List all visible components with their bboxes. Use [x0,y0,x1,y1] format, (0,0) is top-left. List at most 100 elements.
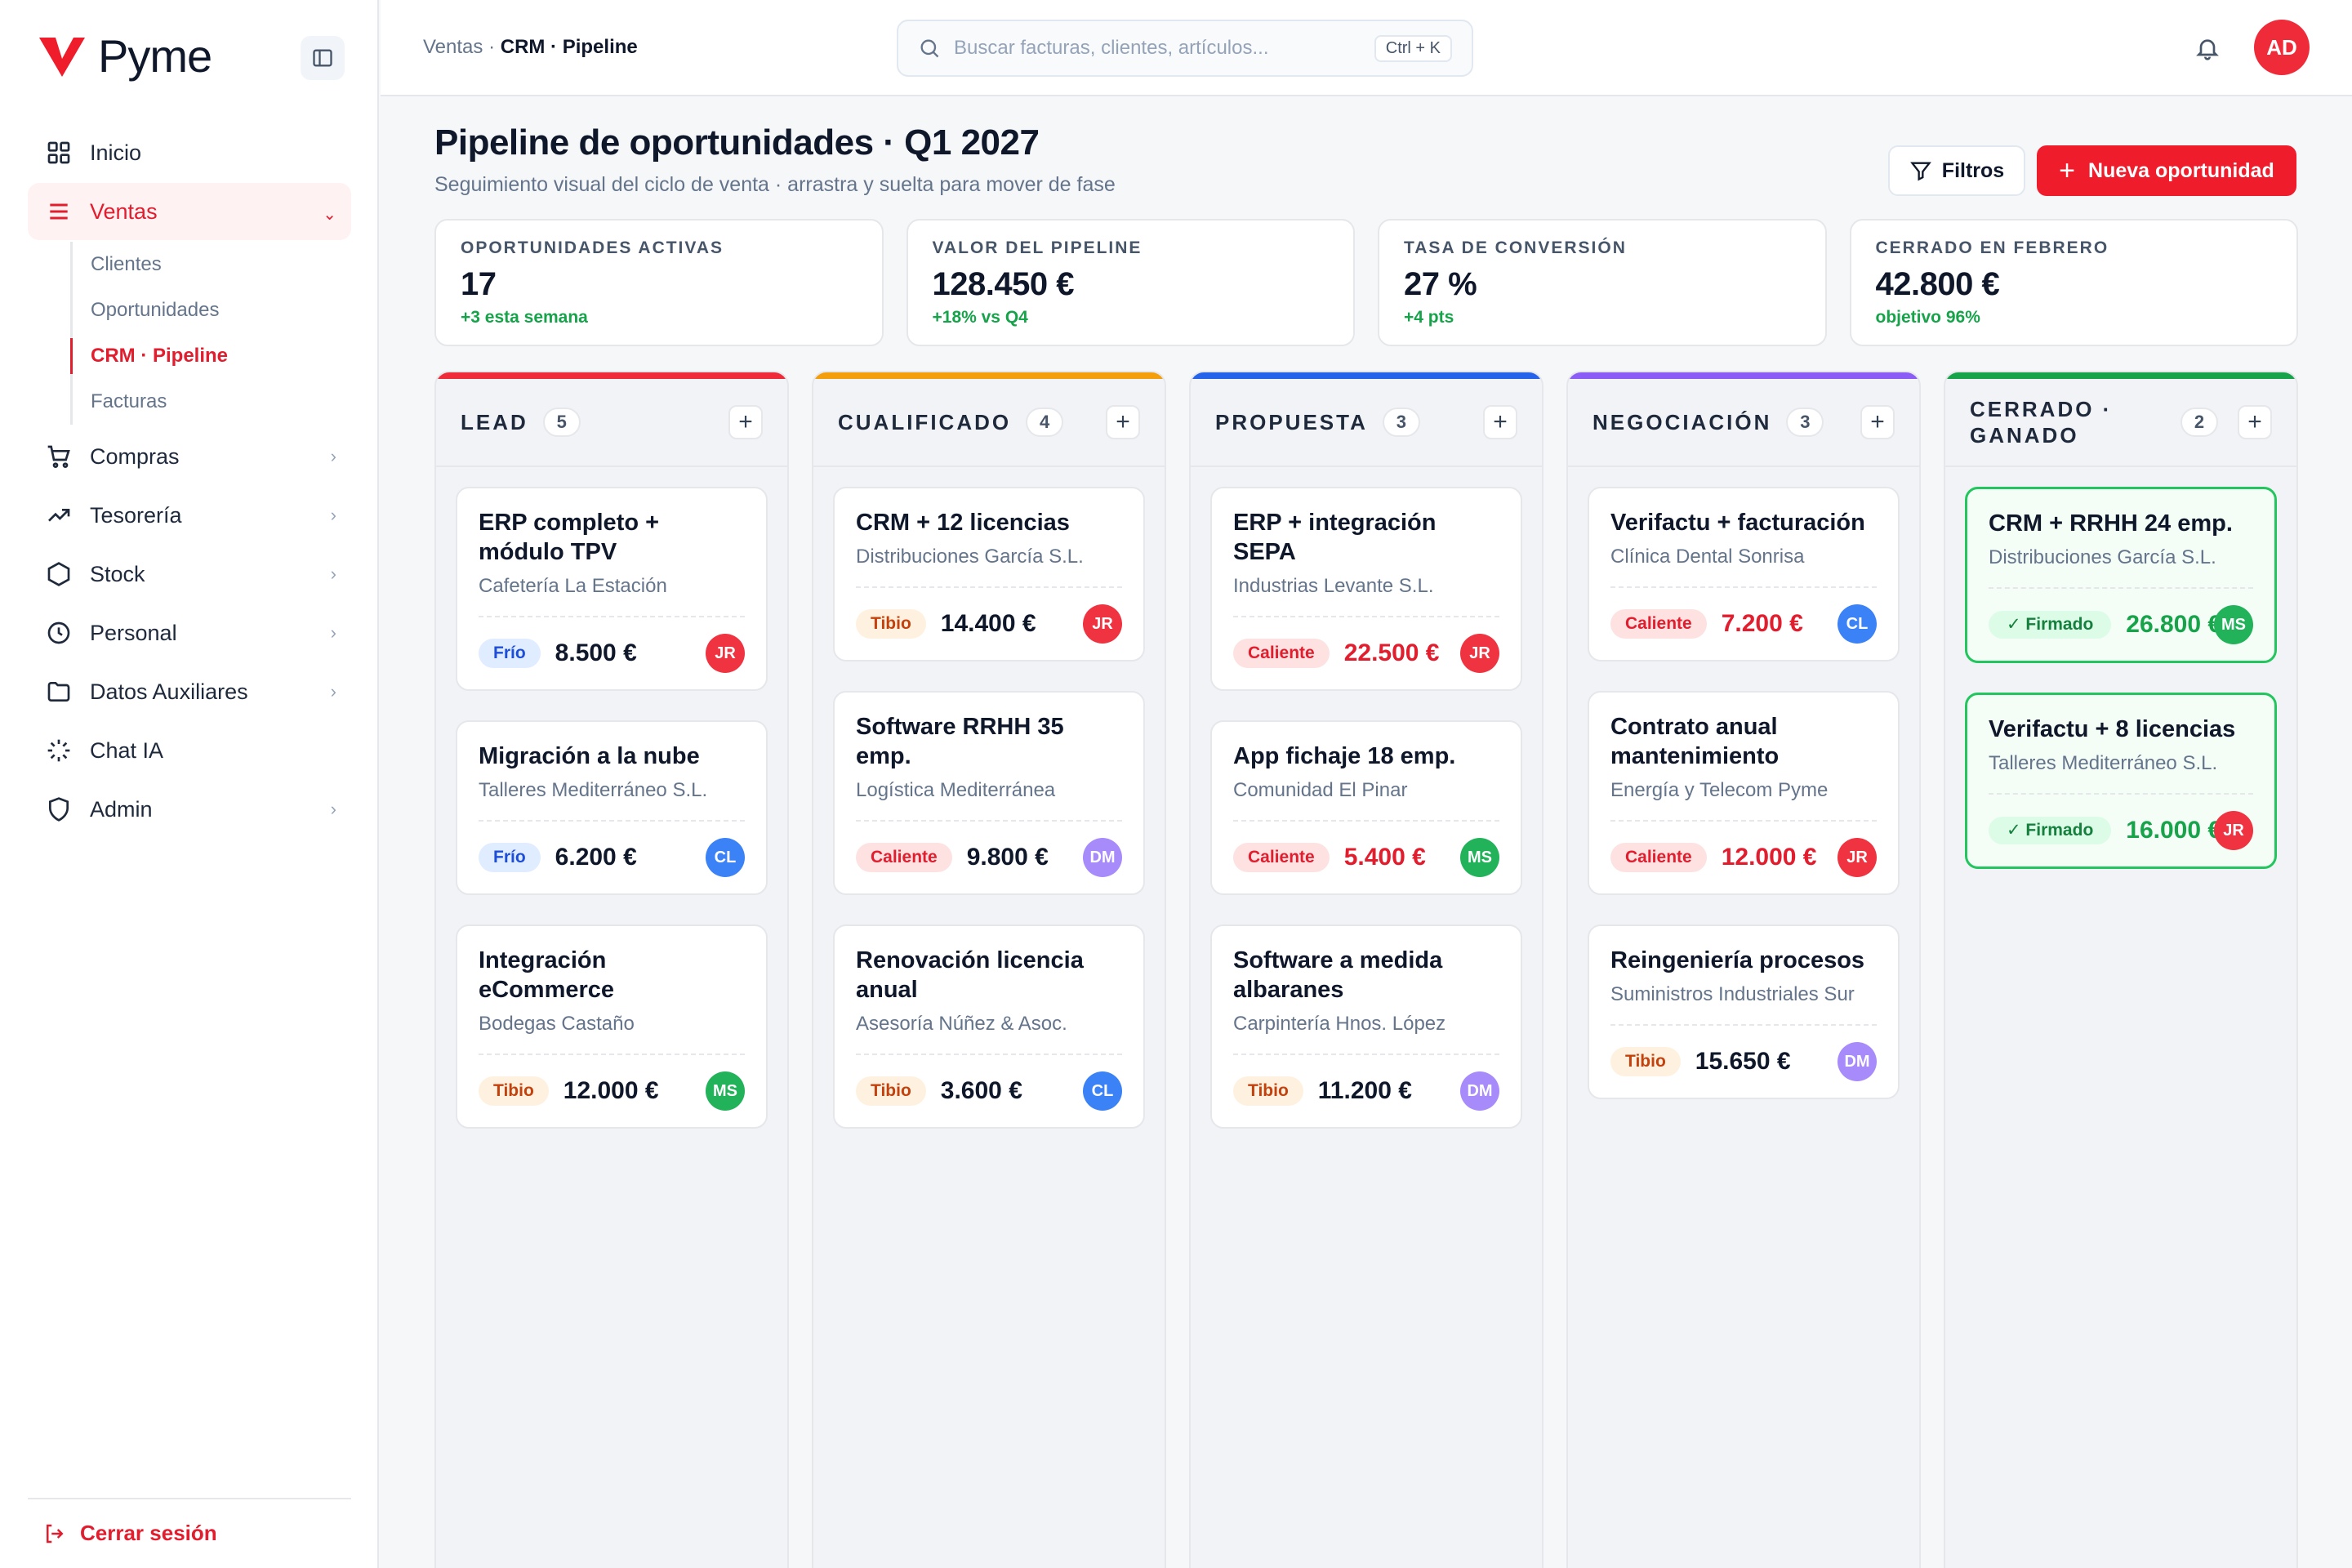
owner-avatar[interactable]: JR [1460,634,1499,673]
opportunity-card[interactable]: ERP + integración SEPA Industrias Levante… [1210,487,1522,691]
sidebar-item-chat-ia[interactable]: Chat IA [28,722,351,779]
add-card-button[interactable]: + [728,405,763,439]
column-header: CUALIFICADO 4 + [813,379,1165,467]
sidebar-item-tesoreria[interactable]: Tesorería › [28,487,351,544]
opportunity-card[interactable]: Contrato anual mantenimiento Energía y Te… [1588,691,1900,895]
page-subtitle: Seguimiento visual del ciclo de venta · … [434,173,1116,196]
column-title: LEAD [461,409,528,434]
temperature-tag: Tibio [856,1076,926,1106]
column-cards: Verifactu + facturación Clínica Dental So… [1568,467,1919,1148]
card-footer: ✓ Firmado 16.000 € JR [1989,793,2253,850]
owner-avatar[interactable]: JR [706,634,745,673]
opportunity-card[interactable]: Migración a la nube Talleres Mediterráneo… [456,720,768,895]
opportunity-card[interactable]: Reingeniería procesos Suministros Industr… [1588,924,1900,1099]
subnav-item-crm-pipeline[interactable]: CRM · Pipeline [70,333,351,379]
card-client: Energía y Telecom Pyme [1610,779,1829,801]
opportunity-card[interactable]: Software a medida albaranes Carpintería H… [1210,924,1522,1129]
owner-avatar[interactable]: MS [706,1071,745,1111]
kpi-label: VALOR DEL PIPELINE [932,238,1143,257]
temperature-tag: Tibio [1233,1076,1303,1106]
opportunity-card[interactable]: Verifactu + facturación Clínica Dental So… [1588,487,1900,662]
logout-icon [47,1524,64,1543]
card-client: Cafetería La Estación [479,575,667,597]
kpi-value: 27 % [1404,266,1477,302]
card-client: Suministros Industriales Sur [1610,983,1855,1005]
opportunity-card[interactable]: Integración eCommerce Bodegas Castaño Tibi… [456,924,768,1129]
breadcrumb-current: CRM · Pipeline [500,36,638,58]
subnav-item-clientes[interactable]: Clientes [91,253,162,275]
opportunity-card[interactable]: App fichaje 18 emp. Comunidad El Pinar Cal… [1210,720,1522,895]
opportunity-card[interactable]: ERP completo + módulo TPV Cafetería La Es… [456,487,768,691]
temperature-tag: Caliente [1233,639,1330,668]
card-client: Clínica Dental Sonrisa [1610,546,1805,568]
add-card-button[interactable]: + [1106,405,1140,439]
card-amount: 6.200 € [555,844,637,871]
sidebar-item-personal[interactable]: Personal › [28,604,351,662]
logo-mark-icon [39,37,85,77]
card-client: Industrias Levante S.L. [1233,575,1434,597]
temperature-tag: Frío [479,639,541,668]
card-footer: Caliente 7.200 € CL [1610,586,1877,644]
opportunity-card[interactable]: CRM + 12 licencias Distribuciones García … [833,487,1145,662]
notifications-button[interactable] [2190,31,2225,65]
card-title: Integración eCommerce [479,947,615,1003]
subnav-item-facturas[interactable]: Facturas [91,390,167,412]
owner-avatar[interactable]: DM [1460,1071,1499,1111]
sidebar-item-inicio[interactable]: Inicio [28,124,351,181]
subnav-item-oportunidades[interactable]: Oportunidades [91,299,220,321]
owner-avatar[interactable]: CL [1083,1071,1122,1111]
sidebar-item-ventas[interactable]: Ventas ⌄ [28,183,351,240]
kpi-value: 17 [461,266,497,302]
owner-avatar[interactable]: MS [1460,838,1499,877]
new-opportunity-button[interactable]: + Nueva oportunidad [2037,145,2296,196]
card-footer: Tibio 12.000 € MS [479,1054,745,1111]
sidebar-toggle-button[interactable] [301,36,345,80]
owner-avatar[interactable]: JR [2214,811,2253,850]
owner-avatar[interactable]: JR [1083,604,1122,644]
column-count-badge: 2 [2180,408,2218,437]
sidebar-item-compras[interactable]: Compras › [28,428,351,485]
logout-button[interactable]: Cerrar sesión [28,1498,351,1567]
logo[interactable]: Pyme [38,29,212,82]
opportunity-card[interactable]: Software RRHH 35 emp. Logística Mediterrá… [833,691,1145,895]
sidebar-item-stock[interactable]: Stock › [28,546,351,603]
opportunity-card[interactable]: Verifactu + 8 licencias Talleres Mediterr… [1965,693,2277,869]
kanban-board: LEAD 5 + ERP completo + módulo TPV Cafetería… [434,371,2298,1568]
user-avatar[interactable]: AD [2254,20,2310,75]
card-amount: 12.000 € [1721,844,1817,871]
add-card-button[interactable]: + [2238,405,2272,439]
sidebar: Pyme Inicio Ventas ⌄ Clientes Oportunida… [0,0,379,1568]
owner-avatar[interactable]: CL [706,838,745,877]
kpi-label: TASA DE CONVERSIÓN [1404,238,1627,257]
sidebar-item-datos-auxiliares[interactable]: Datos Auxiliares › [28,663,351,720]
pipeline-column: PROPUESTA 3 + ERP + integración SEPA Industr… [1189,371,1544,1568]
kpi-delta: +3 esta semana [461,308,588,327]
owner-avatar[interactable]: CL [1838,604,1877,644]
sidebar-item-admin[interactable]: Admin › [28,781,351,838]
kpi-row: OPORTUNIDADES ACTIVAS 17 +3 esta semana … [434,219,2298,346]
column-title: CUALIFICADO [838,409,1012,434]
kpi-value: 128.450 € [932,266,1075,302]
add-card-button[interactable]: + [1483,405,1517,439]
owner-avatar[interactable]: MS [2214,605,2253,644]
filters-button[interactable]: Filtros [1888,145,2025,196]
card-title: Verifactu + 8 licencias [1989,716,2236,742]
column-count-badge: 3 [1382,408,1420,437]
owner-avatar[interactable]: DM [1083,838,1122,877]
owner-avatar[interactable]: JR [1838,838,1877,877]
breadcrumb-parent[interactable]: Ventas · [423,36,496,58]
opportunity-card[interactable]: CRM + RRHH 24 emp. Distribuciones García … [1965,487,2277,663]
search-icon [920,39,939,58]
search-input[interactable]: Buscar facturas, clientes, artículos... … [897,20,1473,77]
add-card-button[interactable]: + [1860,405,1895,439]
sparkle-icon [44,736,74,765]
temperature-tag: ✓ Firmado [1989,817,2112,844]
temperature-tag: Frío [479,843,541,872]
filters-label: Filtros [1941,158,2005,182]
plus-icon: + [2059,154,2076,186]
kpi-delta: +4 pts [1404,308,1454,327]
sidebar-item-label: Inicio [90,140,142,165]
opportunity-card[interactable]: Renovación licencia anual Asesoría Núñez … [833,924,1145,1129]
card-footer: Tibio 15.650 € DM [1610,1024,1877,1081]
owner-avatar[interactable]: DM [1838,1042,1877,1081]
